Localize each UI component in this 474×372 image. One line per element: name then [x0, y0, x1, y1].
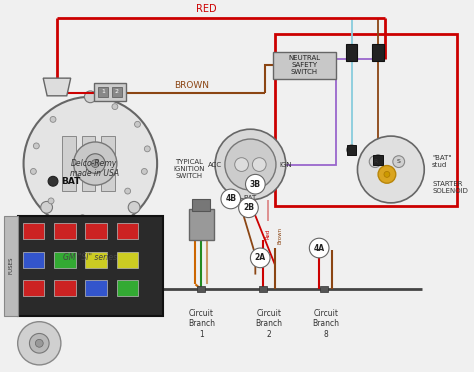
Bar — [54, 224, 76, 239]
Text: S: S — [397, 159, 401, 164]
Text: ACC: ACC — [208, 161, 222, 167]
Text: 1: 1 — [101, 89, 105, 94]
Circle shape — [393, 156, 405, 167]
Circle shape — [135, 121, 140, 127]
Circle shape — [50, 116, 56, 122]
Text: R: R — [373, 159, 377, 164]
Circle shape — [36, 339, 43, 347]
Bar — [23, 280, 44, 296]
Text: "BAT"
stud: "BAT" stud — [432, 155, 452, 168]
Bar — [275, 34, 456, 206]
Circle shape — [73, 142, 117, 185]
Circle shape — [246, 174, 265, 194]
Bar — [197, 286, 205, 292]
Circle shape — [48, 176, 58, 186]
Circle shape — [238, 198, 258, 218]
Bar — [259, 286, 267, 292]
Text: Red: Red — [265, 229, 270, 239]
Bar — [85, 224, 107, 239]
Circle shape — [357, 136, 424, 203]
Bar — [346, 145, 356, 155]
Text: NEUTRAL
SAFETY
SWITCH: NEUTRAL SAFETY SWITCH — [288, 55, 320, 76]
Circle shape — [221, 189, 241, 209]
Circle shape — [91, 160, 99, 167]
Polygon shape — [43, 78, 71, 96]
Circle shape — [33, 143, 39, 149]
Circle shape — [373, 155, 383, 164]
Circle shape — [252, 158, 266, 171]
Text: RED: RED — [196, 4, 217, 14]
Text: TYPICAL
IGNITION
SWITCH: TYPICAL IGNITION SWITCH — [174, 160, 205, 179]
Circle shape — [235, 158, 248, 171]
Circle shape — [145, 146, 150, 152]
Circle shape — [128, 201, 140, 213]
Bar — [54, 252, 76, 268]
Circle shape — [225, 139, 276, 190]
Bar — [82, 136, 95, 191]
Circle shape — [369, 156, 381, 167]
Text: 2B: 2B — [243, 203, 254, 212]
Text: 4A: 4A — [314, 244, 325, 253]
Bar — [372, 44, 384, 61]
Circle shape — [29, 333, 49, 353]
Bar — [192, 199, 210, 211]
Circle shape — [250, 248, 270, 268]
Circle shape — [378, 166, 396, 183]
Text: GM "SI" series: GM "SI" series — [64, 253, 118, 262]
Circle shape — [30, 169, 36, 174]
Circle shape — [24, 97, 157, 230]
Circle shape — [141, 169, 147, 174]
Text: Circuit
Branch
1: Circuit Branch 1 — [188, 309, 215, 339]
Circle shape — [310, 238, 329, 258]
Circle shape — [112, 104, 118, 110]
Text: IGN: IGN — [280, 161, 292, 167]
Text: BROWN: BROWN — [174, 81, 209, 90]
Circle shape — [384, 171, 390, 177]
Text: Circuit
Branch
2: Circuit Branch 2 — [255, 309, 283, 339]
Circle shape — [80, 215, 85, 221]
Bar — [117, 252, 138, 268]
Bar — [18, 216, 163, 316]
Text: Delco-Remy
made in USA: Delco-Remy made in USA — [70, 159, 119, 178]
Bar — [101, 136, 115, 191]
Bar — [23, 224, 44, 239]
Bar — [85, 252, 107, 268]
Text: STARTER
SOLENOID: STARTER SOLENOID — [432, 181, 468, 194]
Text: 2A: 2A — [255, 253, 266, 262]
Text: Brown: Brown — [278, 227, 283, 244]
Bar — [346, 44, 357, 61]
Text: BAT: BAT — [244, 195, 257, 201]
Circle shape — [85, 154, 105, 173]
Circle shape — [346, 145, 356, 155]
Text: 2: 2 — [115, 89, 119, 94]
Text: 3B: 3B — [250, 180, 261, 189]
Bar — [23, 252, 44, 268]
Text: FUSES: FUSES — [9, 257, 13, 275]
Bar — [320, 286, 328, 292]
Bar — [117, 280, 138, 296]
Bar — [54, 280, 76, 296]
Bar — [189, 209, 214, 240]
Circle shape — [84, 91, 96, 103]
Bar — [94, 83, 126, 101]
Text: 4B: 4B — [225, 195, 236, 203]
Bar — [273, 52, 336, 79]
Bar — [4, 216, 18, 316]
Circle shape — [48, 198, 54, 204]
Circle shape — [41, 201, 53, 213]
Bar — [98, 87, 108, 97]
Bar — [62, 136, 76, 191]
Bar — [117, 224, 138, 239]
Circle shape — [125, 188, 131, 194]
Circle shape — [18, 322, 61, 365]
Circle shape — [215, 129, 286, 200]
Text: BAT: BAT — [61, 177, 80, 186]
Bar — [85, 280, 107, 296]
Text: Circuit
Branch
8: Circuit Branch 8 — [312, 309, 339, 339]
Bar — [373, 155, 383, 164]
Bar — [112, 87, 122, 97]
